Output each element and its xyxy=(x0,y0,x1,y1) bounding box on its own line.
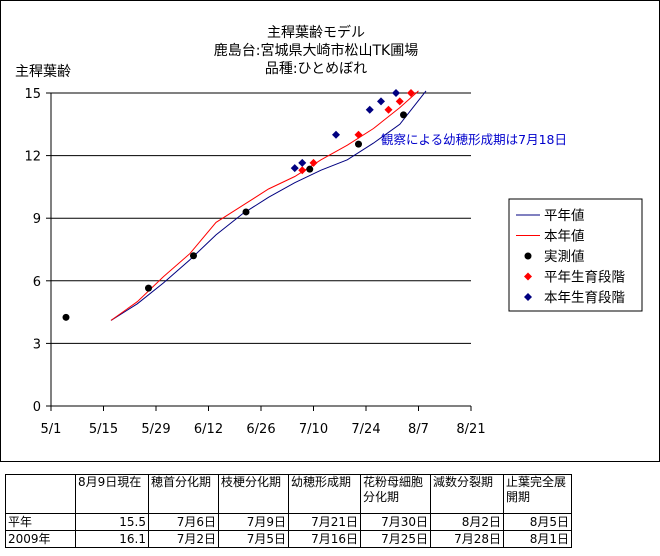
table-cell: 7月28日 xyxy=(430,530,504,548)
table-header-row: 8月9日現在 穂首分化期 枝梗分化期 幼穂形成期 花粉母細胞分化期 減数分裂期 止葉完全展開… xyxy=(5,474,572,514)
table-cell: 7月9日 xyxy=(218,513,289,531)
y-axis-label: 主稈葉齢 xyxy=(15,64,71,80)
x-tick-label: 8/21 xyxy=(456,422,485,437)
x-tick-label: 7/10 xyxy=(299,422,328,437)
table-header-cell: 枝梗分化期 xyxy=(218,474,289,514)
x-tick-label: 5/29 xyxy=(141,422,170,437)
table-cell: 7月30日 xyxy=(360,513,431,531)
x-tick-label: 5/15 xyxy=(89,422,118,437)
data-point xyxy=(62,313,70,321)
table-cell: 7月6日 xyxy=(148,513,219,531)
table-cell: 2009年 xyxy=(5,530,76,548)
table-cell: 15.5 xyxy=(75,513,149,531)
y-tick-label: 3 xyxy=(33,337,41,352)
data-point xyxy=(298,158,307,167)
y-tick-label: 15 xyxy=(24,87,41,102)
table-cell: 7月21日 xyxy=(288,513,361,531)
data-point xyxy=(332,130,340,139)
data-point xyxy=(365,105,374,114)
table-header-cell: 穂首分化期 xyxy=(148,474,219,514)
y-tick-label: 0 xyxy=(33,400,41,415)
axes xyxy=(46,92,472,411)
series-1 xyxy=(110,90,427,321)
series-3 xyxy=(62,111,407,321)
table-header-cell: 減数分裂期 xyxy=(430,474,504,514)
data-point xyxy=(145,284,152,292)
data-point xyxy=(384,105,393,114)
data-point xyxy=(400,111,407,119)
series-line xyxy=(110,90,419,321)
title-line: 主稈葉齢モデル xyxy=(267,24,365,41)
y-tick-labels: 0 3 6 9 12 15 xyxy=(24,87,41,415)
series-4 xyxy=(298,89,415,175)
chart-frame: 主稈葉齢モデル 鹿島台:宮城県大崎市松山TK圃場 品種:ひとめぼれ 主稈葉齢 0 3 6… xyxy=(0,0,660,462)
data-point xyxy=(392,89,400,97)
series-5 xyxy=(290,89,400,173)
table-header-cell: 幼穂形成期 xyxy=(288,474,361,514)
x-tick-label: 7/24 xyxy=(351,422,380,437)
title-line: 品種:ひとめぼれ xyxy=(265,61,367,77)
table-header-cell xyxy=(5,474,76,514)
y-tick-label: 12 xyxy=(24,150,41,165)
series-2 xyxy=(110,90,419,321)
table-cell: 7月5日 xyxy=(218,530,289,548)
table-cell: 7月25日 xyxy=(360,530,431,548)
table-cell: 平年 xyxy=(5,513,76,531)
table-row: 2009年 16.1 7月2日 7月5日 7月16日 7月25日 7月28日 8月1日 xyxy=(5,530,572,548)
data-point xyxy=(290,164,299,173)
data-point xyxy=(407,89,415,97)
legend-label: 平年値 xyxy=(544,208,585,224)
table-header-cell: 止葉完全展開期 xyxy=(503,474,572,514)
table-row: 平年 15.5 7月6日 7月9日 7月21日 7月30日 8月2日 8月5日 xyxy=(5,513,572,531)
legend-swatch xyxy=(524,252,532,260)
data-point xyxy=(354,130,363,139)
annotation-text: 観察による幼穂形成期は7月18日 xyxy=(381,132,567,147)
data-point xyxy=(190,252,197,260)
table-cell: 7月16日 xyxy=(288,530,361,548)
table-header-cell: 8月9日現在 xyxy=(75,474,149,514)
x-tick-label: 5/1 xyxy=(41,422,62,437)
legend-swatch xyxy=(524,272,532,281)
legend-swatch xyxy=(524,293,532,301)
legend-label: 本年生育段階 xyxy=(544,290,625,306)
x-tick-labels: 5/1 5/15 5/29 6/12 6/26 7/10 7/24 8/7 8/21 xyxy=(41,422,486,437)
grid-lines xyxy=(51,92,471,344)
data-point xyxy=(298,166,307,175)
data-point xyxy=(306,165,314,173)
table-cell: 16.1 xyxy=(75,530,149,548)
y-tick-label: 9 xyxy=(33,212,41,227)
title-line: 鹿島台:宮城県大崎市松山TK圃場 xyxy=(214,42,418,59)
x-tick-label: 8/7 xyxy=(408,422,429,437)
data-point xyxy=(395,97,404,106)
table-cell: 8月5日 xyxy=(503,513,572,531)
legend-label: 平年生育段階 xyxy=(544,270,625,286)
data-table: 8月9日現在 穂首分化期 枝梗分化期 幼穂形成期 花粉母細胞分化期 減数分裂期 止葉完全展開… xyxy=(5,474,572,548)
legend-label: 本年値 xyxy=(544,229,585,245)
x-tick-label: 6/12 xyxy=(194,422,223,437)
table-header-cell: 花粉母細胞分化期 xyxy=(360,474,431,514)
series-line xyxy=(110,90,427,321)
plot-area xyxy=(62,89,427,321)
table-cell: 8月2日 xyxy=(430,513,504,531)
data-point xyxy=(377,97,385,106)
data-point xyxy=(242,208,250,216)
x-tick-label: 6/26 xyxy=(246,422,275,437)
data-point xyxy=(355,140,362,148)
y-tick-label: 6 xyxy=(33,275,41,290)
table-cell: 7月2日 xyxy=(148,530,219,548)
data-point xyxy=(309,158,318,167)
table-cell: 8月1日 xyxy=(503,530,572,548)
legend-label: 実測値 xyxy=(544,249,585,265)
